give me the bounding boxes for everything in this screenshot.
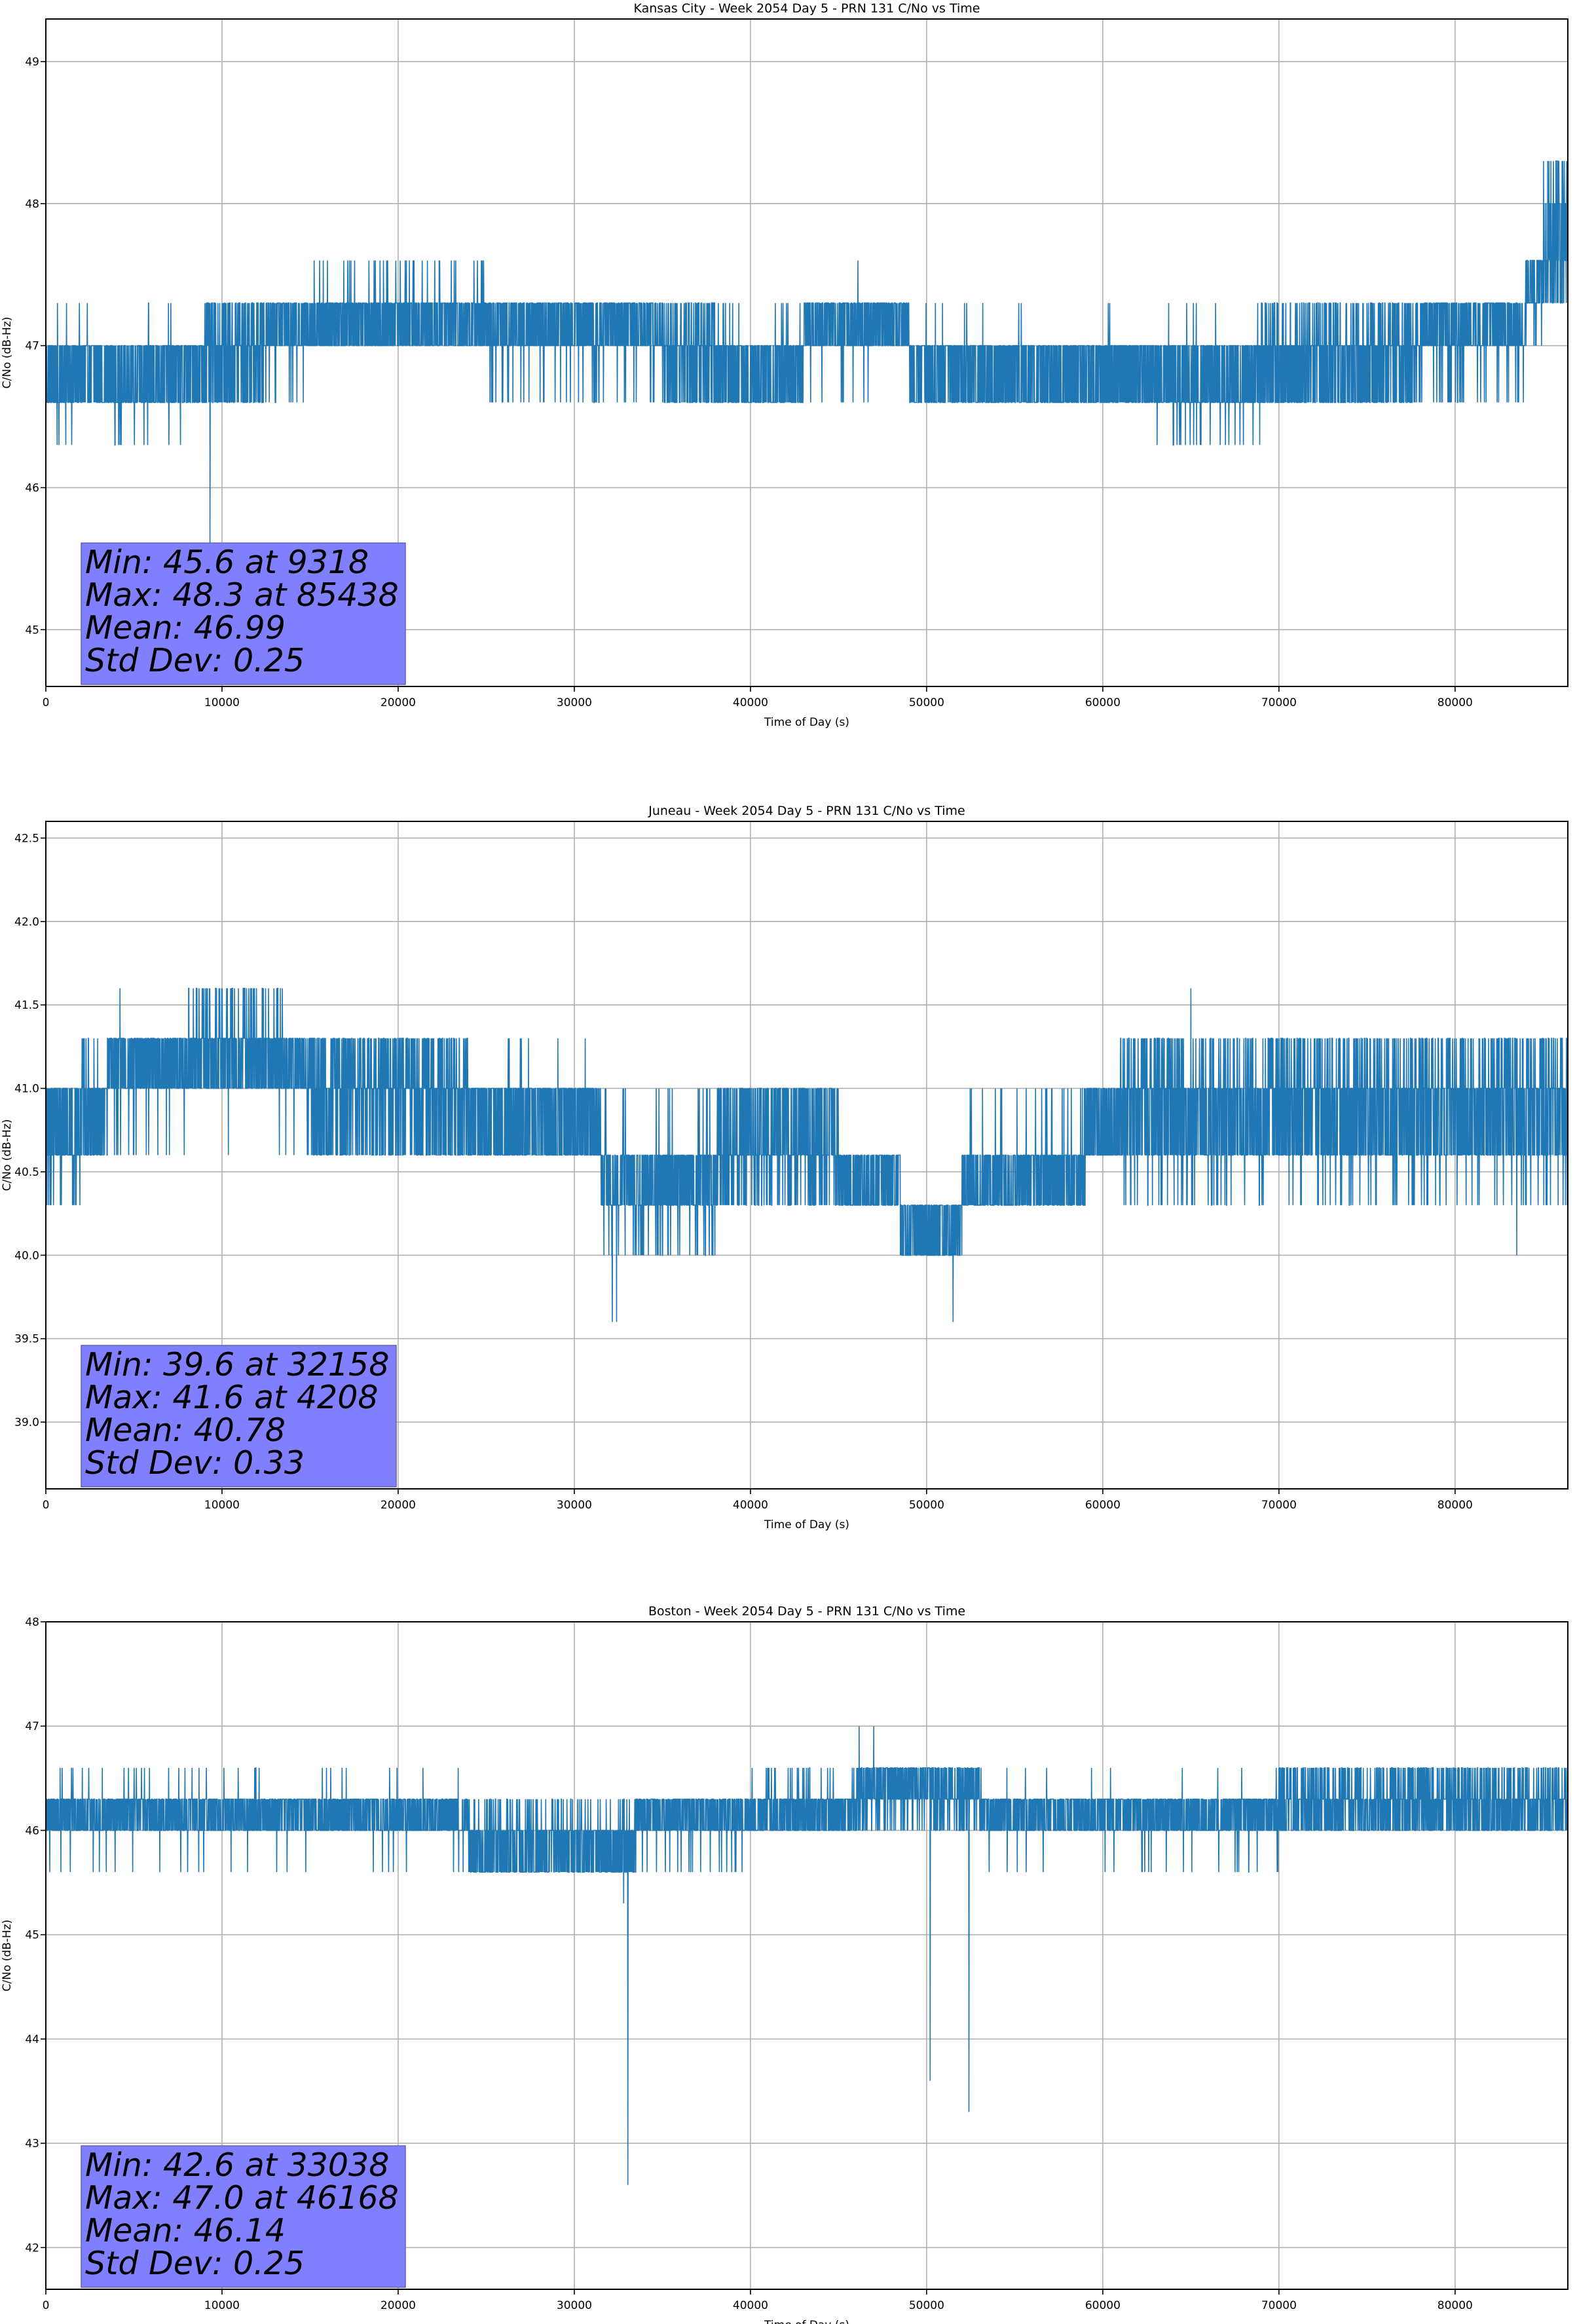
stats-line: Max: 47.0 at 46168 — [85, 2179, 399, 2217]
y-tick-label: 49 — [25, 56, 39, 69]
x-tick-label: 60000 — [1085, 696, 1121, 709]
axes-frame — [45, 821, 1568, 1490]
x-tick-label: 20000 — [380, 696, 416, 709]
stats-line: Mean: 40.78 — [85, 1412, 286, 1449]
y-tick-label: 45 — [25, 1929, 39, 1942]
x-tick-label: 80000 — [1438, 1499, 1473, 1512]
series-line — [45, 160, 1568, 545]
x-tick-label: 10000 — [204, 1499, 240, 1512]
stats-line: Min: 42.6 at 33038 — [85, 2146, 389, 2184]
x-tick-label: 70000 — [1261, 2299, 1297, 2312]
stats-line: Std Dev: 0.33 — [85, 1444, 305, 1482]
y-tick-label: 48 — [25, 198, 39, 211]
y-tick-label: 39.0 — [14, 1416, 39, 1429]
x-tick-label: 30000 — [557, 696, 592, 709]
x-tick-label: 10000 — [204, 696, 240, 709]
y-tick-label: 44 — [25, 2033, 39, 2046]
y-tick-label: 46 — [25, 481, 39, 495]
stats-box — [81, 1345, 397, 1488]
x-tick-label: 70000 — [1261, 696, 1297, 709]
x-tick-label: 0 — [43, 696, 50, 709]
stats-line: Min: 45.6 at 9318 — [85, 544, 369, 581]
y-tick-label: 41.0 — [14, 1083, 39, 1096]
y-tick-label: 40.0 — [14, 1249, 39, 1262]
x-tick-label: 50000 — [909, 2299, 944, 2312]
x-tick-label: 40000 — [733, 696, 768, 709]
y-tick-label: 42.5 — [14, 832, 39, 845]
y-tick-label: 39.5 — [14, 1333, 39, 1346]
chart-title: Kansas City - Week 2054 Day 5 - PRN 131 … — [634, 1, 980, 16]
chart-title: Juneau - Week 2054 Day 5 - PRN 131 C/No … — [648, 804, 965, 818]
stats-box — [81, 2145, 406, 2288]
stats-line: Std Dev: 0.25 — [85, 2245, 305, 2282]
y-tick-label: 41.5 — [14, 999, 39, 1012]
chart-2: 0 10000 20000 30000 40000 50000 60000 70000 8000… — [1, 1604, 1568, 2324]
chart-title: Boston - Week 2054 Day 5 - PRN 131 C/No … — [648, 1604, 965, 1619]
x-tick-label: 60000 — [1085, 1499, 1121, 1512]
stats-line: Max: 41.6 at 4208 — [85, 1379, 379, 1416]
x-tick-label: 30000 — [557, 1499, 592, 1512]
x-tick-label: 20000 — [380, 2299, 416, 2312]
stats-line: Std Dev: 0.25 — [85, 642, 305, 679]
x-axis-label: Time of Day (s) — [764, 716, 849, 729]
x-tick-label: 10000 — [204, 2299, 240, 2312]
y-tick-label: 48 — [25, 1616, 39, 1629]
chart-1: 0 10000 20000 30000 40000 50000 60000 70000 8000… — [1, 804, 1568, 1531]
y-tick-label: 43 — [25, 2137, 39, 2150]
y-tick-label: 45 — [25, 624, 39, 637]
x-axis-label: Time of Day (s) — [764, 2319, 849, 2324]
x-tick-label: 40000 — [733, 2299, 768, 2312]
stats-line: Max: 48.3 at 85438 — [85, 576, 399, 614]
stats-box — [81, 542, 406, 685]
x-tick-label: 40000 — [733, 1499, 768, 1512]
x-tick-label: 0 — [43, 1499, 50, 1512]
x-tick-label: 30000 — [557, 2299, 592, 2312]
chart-0: 0 10000 20000 30000 40000 50000 60000 70000 8000… — [1, 1, 1568, 729]
x-tick-label: 50000 — [909, 696, 944, 709]
y-tick-label: 40.5 — [14, 1166, 39, 1179]
axes-frame — [45, 1621, 1568, 2290]
y-tick-label: 46 — [25, 1824, 39, 1837]
x-tick-label: 0 — [43, 2299, 50, 2312]
x-tick-label: 80000 — [1438, 2299, 1473, 2312]
stats-line: Mean: 46.99 — [85, 609, 286, 647]
x-tick-label: 50000 — [909, 1499, 944, 1512]
y-tick-label: 47 — [25, 340, 39, 353]
y-tick-label: 47 — [25, 1720, 39, 1733]
stats-line: Mean: 46.14 — [85, 2212, 286, 2249]
x-axis-label: Time of Day (s) — [764, 1518, 849, 1531]
y-tick-label: 42 — [25, 2241, 39, 2255]
x-tick-label: 20000 — [380, 1499, 416, 1512]
series-line — [45, 1726, 1568, 2185]
axes-frame — [45, 18, 1568, 687]
x-tick-label: 60000 — [1085, 2299, 1121, 2312]
y-axis-label: C/No (dB-Hz) — [1, 1920, 14, 1992]
y-tick-label: 42.0 — [14, 916, 39, 929]
y-axis-label: C/No (dB-Hz) — [1, 317, 14, 389]
series-line — [45, 988, 1568, 1322]
x-tick-label: 70000 — [1261, 1499, 1297, 1512]
stats-line: Min: 39.6 at 32158 — [85, 1346, 389, 1383]
y-axis-label: C/No (dB-Hz) — [1, 1119, 14, 1191]
x-tick-label: 80000 — [1438, 696, 1473, 709]
